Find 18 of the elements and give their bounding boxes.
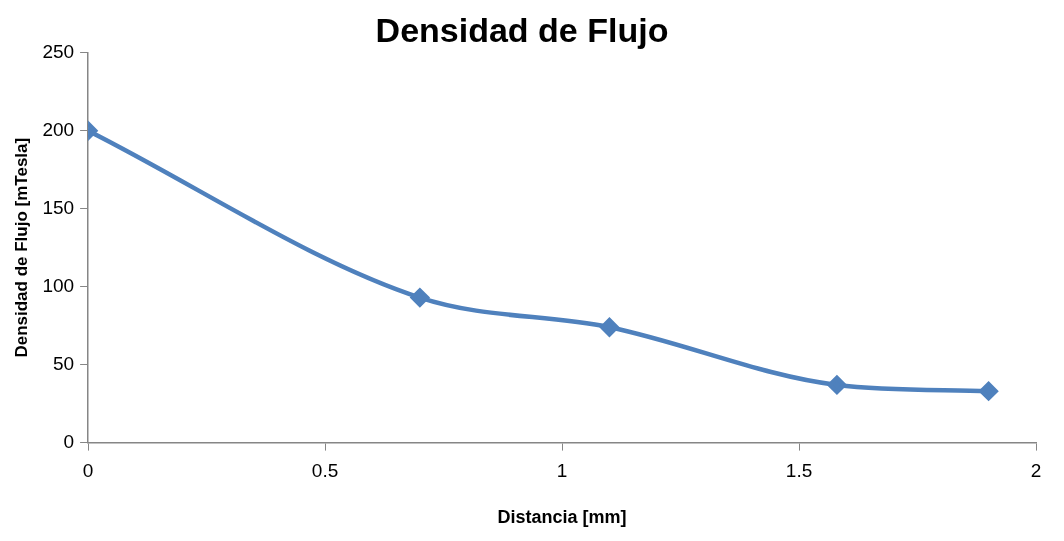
x-tick-label: 0 (82, 460, 94, 482)
point (827, 375, 847, 395)
x-tick-label: 1 (556, 460, 568, 482)
point (600, 317, 619, 337)
y-tick-label: 100 (42, 274, 75, 296)
y-tick-label: 200 (42, 118, 75, 140)
point (410, 288, 430, 307)
x-tick-label: 1.5 (785, 460, 813, 482)
y-axis-title: Densidad de Flujo [mTesla] (11, 137, 31, 358)
x-tick-label: 2 (1030, 460, 1042, 482)
y-tick-label: 0 (63, 430, 75, 452)
x-tick-label: 0.5 (311, 460, 339, 482)
y-tick-label: 50 (52, 352, 75, 374)
y-tick-label: 150 (42, 196, 75, 218)
x-axis-title: Distancia [mm] (497, 507, 627, 528)
y-tick-label: 250 (42, 41, 75, 63)
chart-title: Densidad de Flujo (375, 10, 669, 49)
point (979, 381, 998, 401)
